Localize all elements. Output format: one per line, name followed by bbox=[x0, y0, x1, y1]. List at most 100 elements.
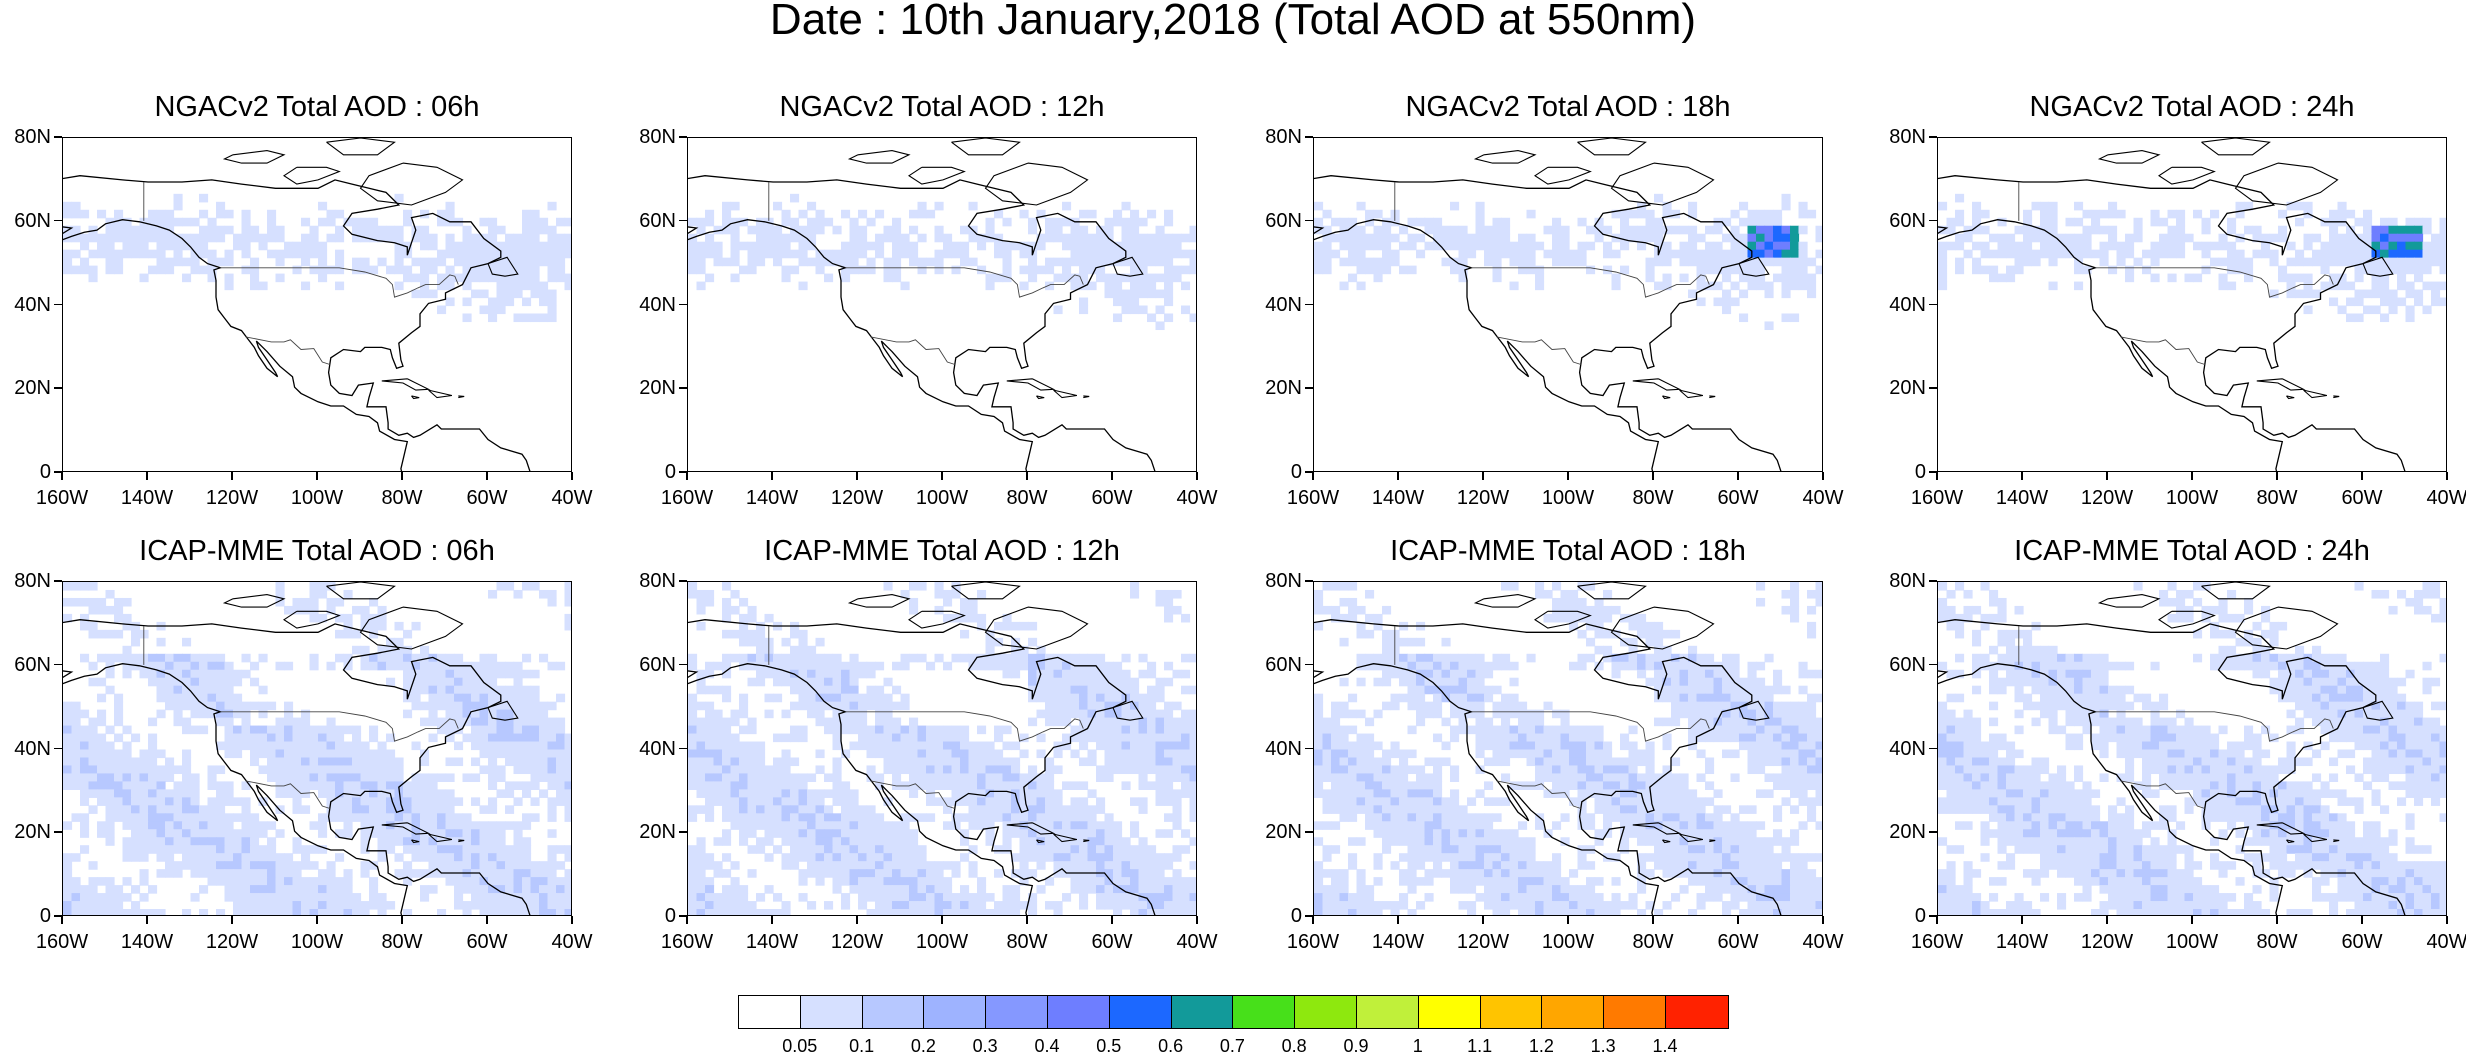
lon-tick-label: 140W bbox=[745, 931, 799, 953]
lat-tick-label: 0 bbox=[1290, 461, 1302, 483]
colorbar-swatch bbox=[1047, 996, 1110, 1028]
lon-tick-label: 120W bbox=[830, 487, 884, 509]
lon-tick bbox=[1026, 472, 1028, 480]
lon-tick bbox=[1397, 916, 1399, 924]
aod-map bbox=[62, 581, 572, 916]
lon-tick bbox=[2106, 916, 2108, 924]
lon-tick-label: 60W bbox=[1717, 931, 1759, 953]
colorbar-label: 0.3 bbox=[972, 1036, 998, 1056]
lon-tick bbox=[1567, 916, 1569, 924]
colorbar-swatch bbox=[1295, 996, 1357, 1028]
lat-tick bbox=[54, 471, 62, 473]
lon-tick bbox=[941, 472, 943, 480]
lon-tick bbox=[2276, 916, 2278, 924]
lat-tick bbox=[679, 915, 687, 917]
lon-tick bbox=[486, 472, 488, 480]
lon-tick-label: 160W bbox=[660, 487, 714, 509]
panel-title: NGACv2 Total AOD : 06h bbox=[154, 91, 480, 123]
lon-tick bbox=[771, 916, 773, 924]
panel-title: ICAP-MME Total AOD : 12h bbox=[764, 535, 1120, 567]
lon-tick bbox=[1737, 916, 1739, 924]
colorbar-label: 0.5 bbox=[1096, 1036, 1122, 1056]
lat-tick bbox=[1305, 831, 1313, 833]
lon-tick bbox=[231, 472, 233, 480]
lon-tick-label: 100W bbox=[2165, 487, 2219, 509]
lat-tick-label: 0 bbox=[664, 461, 676, 483]
lat-tick bbox=[1305, 747, 1313, 749]
lat-tick-label: 80N bbox=[1265, 126, 1302, 148]
lon-tick-label: 60W bbox=[466, 487, 508, 509]
lat-tick bbox=[1305, 387, 1313, 389]
lat-tick-label: 80N bbox=[14, 126, 51, 148]
lon-tick-label: 80W bbox=[381, 487, 423, 509]
lat-tick-label: 40N bbox=[639, 293, 676, 316]
lat-tick-label: 20N bbox=[14, 377, 51, 400]
lon-tick bbox=[1936, 916, 1938, 924]
lat-tick-label: 40N bbox=[1889, 737, 1926, 760]
colorbar-label: 1.1 bbox=[1467, 1036, 1493, 1056]
lon-tick-label: 60W bbox=[2341, 931, 2383, 953]
lon-tick-label: 160W bbox=[35, 487, 89, 509]
lat-tick bbox=[1305, 219, 1313, 222]
colorbar-label: 1 bbox=[1412, 1036, 1423, 1056]
lat-tick-label: 40N bbox=[1265, 737, 1302, 760]
lon-tick-label: 140W bbox=[1995, 931, 2049, 953]
lat-tick bbox=[1929, 915, 1937, 917]
lon-tick-label: 140W bbox=[120, 931, 174, 953]
colorbar-swatch bbox=[1604, 996, 1666, 1028]
lon-tick-label: 140W bbox=[1995, 487, 2049, 509]
lat-tick bbox=[54, 136, 62, 138]
lat-tick bbox=[1929, 831, 1937, 833]
lon-tick-label: 60W bbox=[466, 931, 508, 953]
colorbar-label: 0.9 bbox=[1343, 1036, 1369, 1056]
lat-tick-label: 0 bbox=[39, 905, 51, 927]
lat-tick bbox=[1929, 663, 1937, 666]
figure-title: Date : 10th January,2018 (Total AOD at 5… bbox=[769, 0, 1697, 44]
colorbar-swatch bbox=[1480, 996, 1543, 1028]
lon-tick bbox=[146, 472, 148, 480]
lon-tick bbox=[856, 472, 858, 480]
lon-tick-label: 120W bbox=[1456, 487, 1510, 509]
lat-tick-label: 60N bbox=[14, 209, 51, 232]
lat-tick bbox=[679, 219, 687, 222]
lat-tick-label: 80N bbox=[1889, 126, 1926, 148]
lon-tick bbox=[61, 472, 63, 480]
lat-tick-label: 60N bbox=[639, 209, 676, 232]
lon-tick bbox=[401, 916, 403, 924]
panel-title: ICAP-MME Total AOD : 18h bbox=[1390, 535, 1746, 567]
lon-tick bbox=[401, 472, 403, 480]
lon-tick bbox=[1196, 916, 1198, 924]
lat-tick bbox=[54, 747, 62, 749]
lon-tick bbox=[2191, 472, 2193, 480]
lat-tick-label: 20N bbox=[639, 377, 676, 400]
lon-tick bbox=[771, 472, 773, 480]
lon-tick bbox=[1652, 916, 1654, 924]
lon-tick-label: 120W bbox=[2080, 487, 2134, 509]
lon-tick bbox=[1312, 916, 1314, 924]
lon-tick-label: 60W bbox=[2341, 487, 2383, 509]
colorbar-swatch bbox=[1418, 996, 1481, 1028]
lat-tick-label: 20N bbox=[1265, 377, 1302, 400]
lat-tick bbox=[54, 915, 62, 917]
lat-tick-label: 80N bbox=[1265, 570, 1302, 592]
lat-tick bbox=[54, 219, 62, 222]
lon-tick-label: 80W bbox=[381, 931, 423, 953]
lon-tick bbox=[2021, 472, 2023, 480]
lon-tick bbox=[1567, 472, 1569, 480]
lat-tick-label: 0 bbox=[1914, 461, 1926, 483]
lon-tick bbox=[2106, 472, 2108, 480]
colorbar-swatch bbox=[739, 996, 801, 1028]
lon-tick bbox=[2446, 916, 2448, 924]
lat-tick-label: 40N bbox=[14, 737, 51, 760]
lon-tick bbox=[2276, 472, 2278, 480]
lat-tick-label: 20N bbox=[1889, 377, 1926, 400]
lon-tick-label: 80W bbox=[2256, 487, 2298, 509]
lat-tick bbox=[679, 747, 687, 749]
lon-tick bbox=[146, 916, 148, 924]
colorbar-swatch bbox=[1109, 996, 1172, 1028]
lon-tick bbox=[1822, 916, 1824, 924]
lat-tick bbox=[54, 387, 62, 389]
lon-tick-label: 140W bbox=[745, 487, 799, 509]
lat-tick-label: 60N bbox=[1889, 653, 1926, 676]
colorbar-label: 1.4 bbox=[1652, 1036, 1678, 1056]
